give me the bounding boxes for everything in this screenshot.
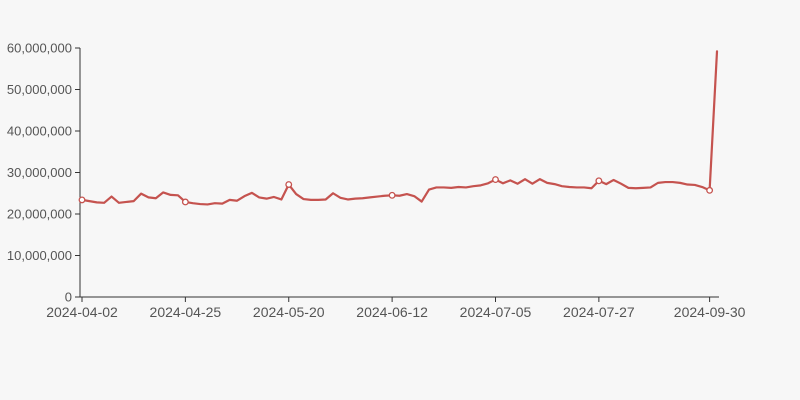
y-tick-label: 0 xyxy=(65,290,72,305)
data-point-marker[interactable] xyxy=(181,198,189,206)
data-point-marker[interactable] xyxy=(492,176,499,184)
data-point-marker[interactable] xyxy=(285,181,293,188)
x-tick-label: 2024-05-20 xyxy=(253,304,325,320)
x-tick-label: 2024-06-12 xyxy=(356,304,428,320)
y-tick-label: 40,000,000 xyxy=(7,124,72,139)
x-tick-label: 2024-04-25 xyxy=(150,304,222,320)
series-line xyxy=(80,50,719,206)
x-tick-label: 2024-04-02 xyxy=(46,304,118,320)
y-tick-label: 30,000,000 xyxy=(7,165,72,180)
x-tick-label: 2024-09-30 xyxy=(674,304,746,320)
data-point-marker[interactable] xyxy=(595,177,603,185)
y-tick-label: 20,000,000 xyxy=(7,207,72,222)
x-tick-label: 2024-07-05 xyxy=(460,304,532,320)
y-tick-label: 60,000,000 xyxy=(7,41,72,56)
data-point-marker[interactable] xyxy=(706,186,714,194)
x-tick-label: 2024-07-27 xyxy=(563,304,635,320)
data-point-marker[interactable] xyxy=(78,196,86,204)
y-tick-label: 50,000,000 xyxy=(7,82,72,97)
data-point-marker[interactable] xyxy=(388,191,396,199)
y-tick-label: 10,000,000 xyxy=(7,248,72,263)
